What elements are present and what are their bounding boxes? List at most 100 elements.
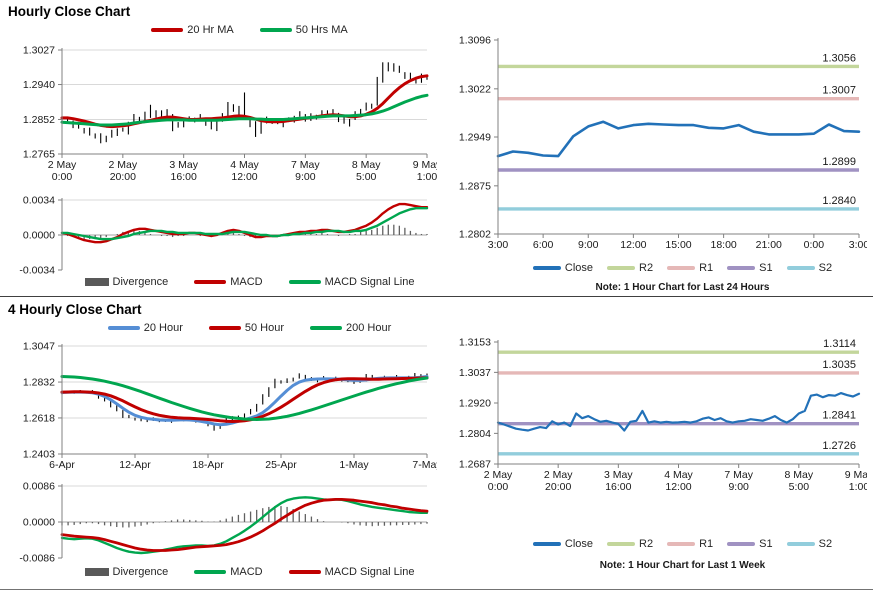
legend-item-s2: S2 (786, 262, 833, 274)
svg-text:4 May: 4 May (230, 159, 259, 171)
legend-label: S2 (818, 538, 833, 550)
svg-text:6-Apr: 6-Apr (49, 459, 75, 471)
svg-text:0:00: 0:00 (52, 171, 73, 183)
legend-item-s1: S1 (727, 262, 773, 274)
four-hourly-ma-legend: 20 Hour 50 Hour 200 Hour (10, 322, 437, 334)
legend-item-macd: MACD (194, 276, 263, 288)
svg-text:2 May: 2 May (484, 469, 513, 481)
svg-text:20:00: 20:00 (545, 481, 571, 493)
svg-text:1.2852: 1.2852 (23, 114, 55, 126)
ma20h-line-swatch (107, 325, 140, 331)
four-hourly-pivot-chart: 1.3114 1.3035 1.2841 1.2726 1.3153 1.3037 1.29… (459, 337, 867, 494)
legend-item-20hr-ma: 20 Hr MA (151, 24, 234, 36)
svg-text:0.0086: 0.0086 (23, 481, 55, 493)
four-hourly-section-title: 4 Hourly Close Chart (8, 302, 142, 317)
hourly-macd-chart: 0.0034 0.0000 -0.0034 (19, 195, 429, 277)
ma200h-line-swatch (310, 325, 342, 331)
svg-text:1.3027: 1.3027 (23, 45, 55, 57)
svg-text:1.3047: 1.3047 (23, 341, 55, 353)
r2-line-swatch (607, 542, 636, 546)
legend-label: MACD Signal Line (324, 276, 415, 288)
svg-text:1:00: 1:00 (849, 481, 867, 493)
svg-text:1.2802: 1.2802 (459, 229, 491, 241)
four-hourly-pivot-legend: Close R2 R1 S1 S2 (438, 538, 867, 550)
four-hourly-macd-legend: Divergence MACD MACD Signal Line (10, 566, 437, 578)
svg-text:9:00: 9:00 (728, 481, 749, 493)
close-line-swatch (532, 266, 561, 270)
svg-text:16:00: 16:00 (605, 481, 631, 493)
macd-line-swatch (194, 570, 227, 574)
svg-text:1.3037: 1.3037 (459, 367, 491, 379)
legend-item-macd-signal: MACD Signal Line (288, 276, 415, 288)
legend-label: Divergence (112, 566, 169, 578)
svg-text:1.2765: 1.2765 (23, 149, 55, 161)
hourly-pivot-note: Note: 1 Hour Chart for Last 24 Hours (595, 282, 770, 293)
r1-line-swatch (667, 542, 696, 546)
r2-line-swatch (607, 266, 636, 270)
svg-text:15:00: 15:00 (665, 239, 691, 251)
svg-text:9:00: 9:00 (295, 171, 316, 183)
four-hourly-macd-chart: 0.0086 0.0000 -0.0086 (19, 481, 429, 564)
svg-text:0.0034: 0.0034 (23, 195, 55, 207)
s2-line-swatch (786, 542, 815, 546)
svg-text:3:00: 3:00 (849, 239, 867, 251)
legend-item-r1: R1 (667, 538, 713, 550)
ma50h-line-swatch (208, 325, 241, 331)
svg-text:2 May: 2 May (544, 469, 573, 481)
section-divider (0, 296, 873, 297)
legend-item-200hour: 200 Hour (310, 322, 391, 334)
close-line-swatch (532, 542, 561, 546)
svg-text:1.3096: 1.3096 (459, 35, 491, 47)
svg-text:1.2726: 1.2726 (822, 440, 856, 452)
legend-label: R2 (639, 262, 654, 274)
legend-item-s1: S1 (727, 538, 773, 550)
macd-signal-line-swatch (288, 570, 321, 574)
svg-text:1.3035: 1.3035 (822, 359, 856, 371)
legend-item-r2: R2 (607, 538, 653, 550)
svg-text:2 May: 2 May (109, 159, 138, 171)
svg-text:7 May: 7 May (724, 469, 753, 481)
legend-item-r1: R1 (667, 262, 713, 274)
ma50-line-swatch (259, 27, 292, 33)
legend-label: 50 Hrs MA (295, 24, 348, 36)
svg-text:3 May: 3 May (604, 469, 633, 481)
svg-text:0:00: 0:00 (488, 481, 509, 493)
svg-text:1.3114: 1.3114 (823, 338, 856, 350)
legend-item-macd: MACD (194, 566, 263, 578)
svg-text:3 May: 3 May (169, 159, 198, 171)
legend-item-divergence: Divergence (84, 566, 169, 578)
legend-item-20hour: 20 Hour (107, 322, 183, 334)
svg-text:1:00: 1:00 (417, 171, 437, 183)
legend-label: Close (564, 538, 594, 550)
svg-text:1.2875: 1.2875 (459, 180, 491, 192)
svg-text:1.2841: 1.2841 (822, 410, 856, 422)
svg-text:1.3056: 1.3056 (822, 52, 856, 64)
svg-text:1.2899: 1.2899 (822, 156, 856, 168)
r1-line-swatch (667, 266, 696, 270)
legend-label: S2 (818, 262, 833, 274)
legend-label: 50 Hour (244, 322, 284, 334)
svg-text:1.3007: 1.3007 (822, 85, 856, 97)
hourly-section-title: Hourly Close Chart (8, 4, 131, 19)
svg-text:-0.0034: -0.0034 (19, 265, 55, 277)
ma20-line-swatch (151, 27, 184, 33)
svg-text:9 May: 9 May (413, 159, 437, 171)
svg-text:8 May: 8 May (352, 159, 381, 171)
bottom-divider (0, 589, 873, 590)
legend-item-r2: R2 (607, 262, 653, 274)
legend-label: S1 (759, 262, 773, 274)
legend-label: Divergence (112, 276, 169, 288)
legend-item-close: Close (532, 538, 594, 550)
svg-text:5:00: 5:00 (789, 481, 810, 493)
svg-text:7 May: 7 May (291, 159, 320, 171)
svg-text:12:00: 12:00 (620, 239, 646, 251)
legend-label: 200 Hour (346, 322, 392, 334)
legend-item-close: Close (532, 262, 593, 274)
svg-text:2 May: 2 May (48, 159, 77, 171)
svg-text:3:00: 3:00 (488, 239, 509, 251)
svg-text:1.2832: 1.2832 (23, 377, 55, 389)
svg-text:8 May: 8 May (785, 469, 814, 481)
